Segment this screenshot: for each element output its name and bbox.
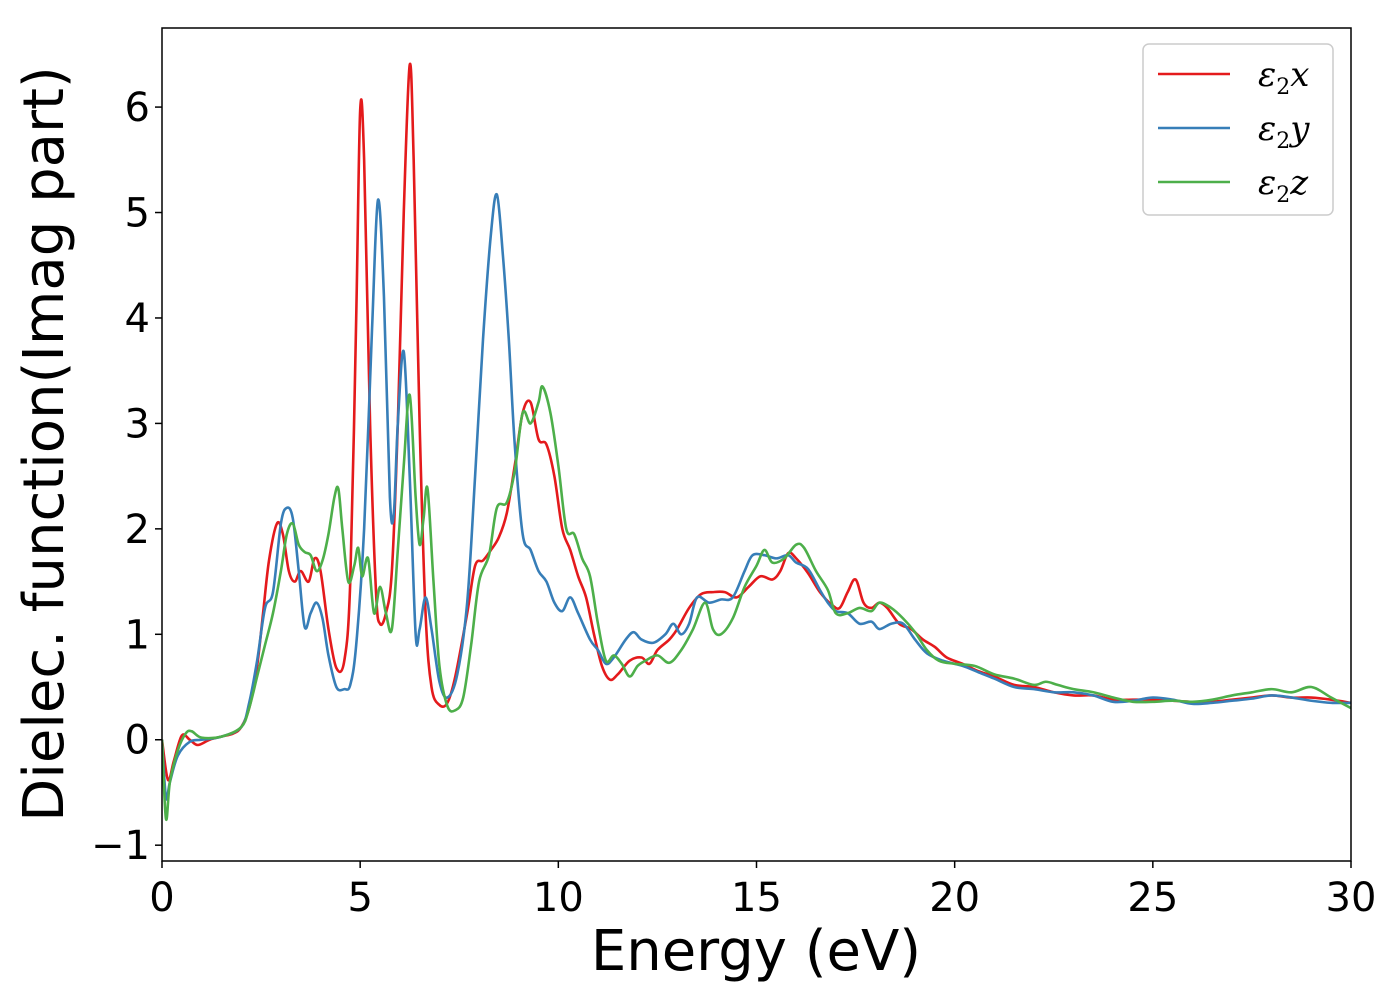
legend: ε2x ε2y ε2z	[1142, 43, 1334, 216]
legend-box	[1142, 43, 1334, 216]
y-tick-label: 0	[125, 718, 150, 764]
y-tick-label: 1	[125, 612, 150, 658]
series-layer	[162, 62, 1351, 822]
y-tick-label: 2	[125, 507, 150, 553]
x-tick-label: 15	[731, 875, 782, 921]
y-axis-label: Dielec. function(Imag part)	[12, 66, 77, 822]
x-tick-label: 20	[929, 875, 980, 921]
y-tick-label: 6	[125, 85, 150, 131]
x-axis: 0 5 10 15 20 25 30	[149, 861, 1376, 921]
y-tick-label: 4	[125, 296, 150, 342]
legend-label-z: ε2z	[1258, 163, 1309, 208]
y-axis: −1 0 1 2 3 4 5 6	[91, 85, 162, 869]
y-tick-label: 3	[125, 401, 150, 447]
x-tick-label: 30	[1326, 875, 1377, 921]
legend-label-y: ε2y	[1258, 109, 1310, 154]
series-line-y	[162, 192, 1351, 801]
x-tick-label: 10	[533, 875, 584, 921]
x-tick-label: 25	[1127, 875, 1178, 921]
y-tick-label: −1	[91, 823, 150, 869]
series-line-z	[162, 385, 1351, 822]
x-tick-label: 5	[347, 875, 372, 921]
y-tick-label: 5	[125, 191, 150, 237]
x-tick-label: 0	[149, 875, 174, 921]
legend-label-x: ε2x	[1258, 55, 1309, 100]
series-line-x	[162, 62, 1351, 782]
x-axis-label: Energy (eV)	[591, 919, 921, 984]
